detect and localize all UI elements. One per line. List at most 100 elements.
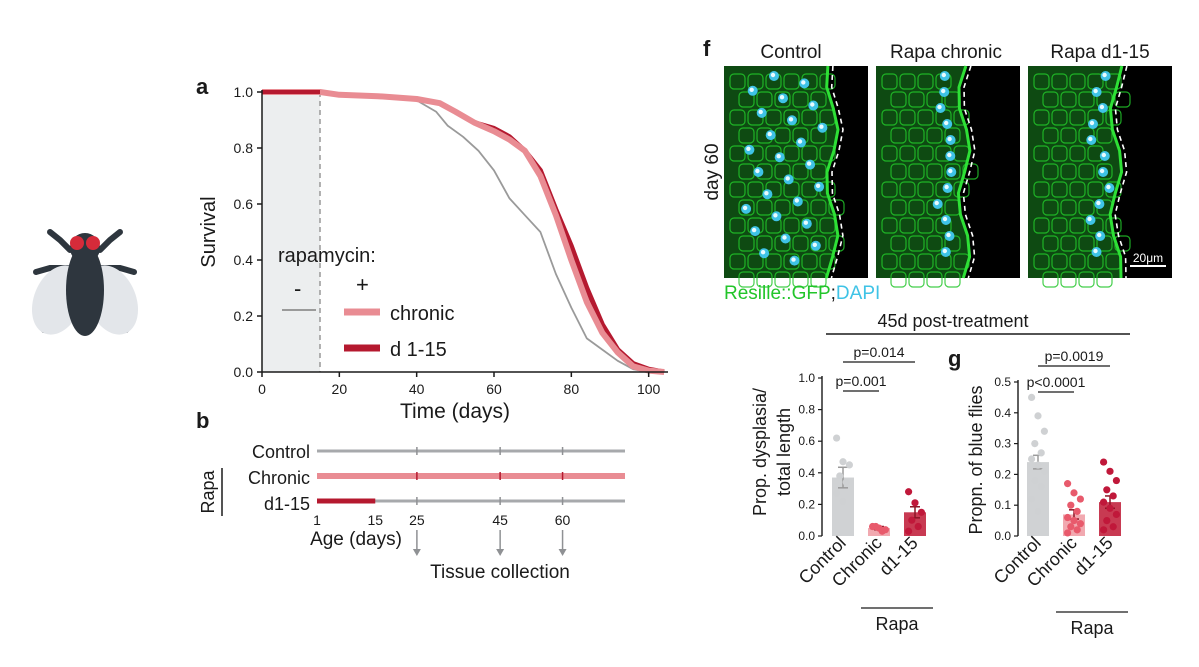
blue-flies-y-label: Propn. of blue flies — [966, 385, 986, 534]
cell-membrane — [926, 235, 943, 252]
cell-membrane — [774, 199, 791, 216]
cell-membrane — [801, 253, 818, 270]
cell-membrane — [738, 235, 755, 252]
age-tick-label: 25 — [409, 512, 425, 528]
nucleus-highlight — [773, 213, 778, 218]
data-point — [833, 489, 841, 497]
data-point — [1070, 489, 1078, 497]
cell-membrane — [1033, 181, 1050, 198]
cell-membrane — [1105, 73, 1122, 90]
cell-membrane — [1069, 109, 1086, 126]
nucleus-highlight — [1089, 120, 1095, 126]
nucleus-highlight — [764, 191, 769, 196]
cell-membrane — [1069, 145, 1086, 162]
cell-membrane — [1042, 199, 1059, 216]
cell-membrane — [1042, 127, 1059, 144]
micrograph-image-1 — [724, 65, 868, 288]
cell-membrane — [1051, 181, 1068, 198]
survival-series — [262, 89, 665, 375]
nucleus-highlight — [788, 117, 794, 122]
tissue-boundary-dashed — [1114, 65, 1128, 279]
cell-membrane — [756, 271, 773, 288]
rapa-group-label: Rapa — [1070, 618, 1114, 638]
data-point — [1064, 529, 1072, 537]
treatment-timeline: Control Chronic d1-15 Rapa 1 15 25 45 60 Age… — [198, 442, 625, 583]
data-point — [842, 478, 850, 486]
data-point — [1109, 492, 1117, 500]
dysplasia-bar-chart: 0.00.20.40.60.81.0ControlChronicd1-15p=0… — [795, 344, 933, 634]
nucleus-highlight — [812, 242, 817, 247]
cell-membrane — [899, 181, 916, 198]
cell-membrane — [890, 163, 907, 180]
cell-membrane — [1078, 91, 1095, 108]
cell-membrane — [1096, 127, 1113, 144]
post-treatment-header: 45d post-treatment — [877, 311, 1028, 331]
nucleus-highlight — [1099, 168, 1105, 174]
data-point — [1100, 498, 1108, 506]
nucleus-highlight — [794, 198, 799, 203]
data-point — [1109, 523, 1117, 531]
y-tick-label: 0.2 — [994, 467, 1011, 481]
category-label-d1-15: d1-15 — [875, 533, 922, 580]
data-point — [1112, 510, 1120, 519]
legend-label-chronic: chronic — [390, 303, 454, 325]
cell-membrane — [1042, 271, 1059, 288]
cell-membrane — [1060, 235, 1077, 252]
cell-membrane — [908, 235, 925, 252]
cell-membrane — [1078, 163, 1095, 180]
nucleus-highlight — [770, 72, 776, 78]
nucleus-highlight — [767, 131, 772, 137]
nucleus-highlight — [742, 205, 748, 211]
cell-membrane — [899, 109, 916, 126]
y-tick-label: 0.6 — [798, 434, 815, 448]
cell-membrane — [729, 181, 746, 198]
nucleus-highlight — [942, 216, 948, 222]
cell-membrane — [1060, 127, 1077, 144]
timeline-rows — [317, 447, 625, 505]
cell-membrane — [1033, 145, 1050, 162]
cell-membrane — [792, 163, 809, 180]
scale-bar-label: 20μm — [1133, 251, 1163, 265]
data-point — [836, 472, 844, 480]
cell-membrane — [881, 109, 898, 126]
data-point — [911, 499, 919, 507]
cell-membrane — [1078, 271, 1095, 288]
y-tick-label: 0.4 — [234, 252, 254, 268]
data-point — [1100, 526, 1108, 534]
comparison-p-value: p=0.0019 — [1045, 348, 1104, 364]
stain-separator: ; — [831, 283, 836, 304]
cell-membrane — [890, 271, 907, 288]
x-tick-label: 20 — [332, 381, 348, 397]
nucleus-highlight — [755, 168, 760, 174]
cell-membrane — [917, 181, 934, 198]
survival-chart: 0.0 0.2 0.4 0.6 0.8 1.0 0 20 40 60 80 100 Survival… — [198, 84, 668, 423]
cell-membrane — [881, 145, 898, 162]
y-tick-label: 0.0 — [994, 529, 1011, 543]
cell-membrane — [1114, 91, 1131, 108]
cell-membrane — [944, 271, 961, 288]
nucleus-highlight — [815, 183, 821, 188]
cell-membrane — [738, 199, 755, 216]
data-point — [1064, 513, 1072, 522]
cell-membrane — [801, 217, 818, 234]
cell-membrane — [783, 217, 800, 234]
cell-membrane — [1042, 163, 1059, 180]
cell-membrane — [810, 271, 827, 288]
data-point — [1106, 467, 1114, 475]
data-point — [1103, 517, 1111, 525]
cell-membrane — [783, 145, 800, 162]
stain-dapi: DAPI — [836, 283, 880, 304]
stain-legend: Resille::GFP;DAPI — [724, 283, 880, 304]
nucleus-highlight — [1093, 248, 1098, 254]
cell-membrane — [729, 73, 746, 90]
cell-membrane — [1042, 91, 1059, 108]
cell-membrane — [917, 217, 934, 234]
cell-membrane — [819, 145, 836, 162]
nucleus-highlight — [797, 139, 803, 144]
cell-membrane — [917, 109, 934, 126]
nucleus-highlight — [751, 227, 757, 233]
timeline-row-label-d1-15: d1-15 — [264, 494, 310, 514]
data-point — [1034, 507, 1042, 515]
cell-membrane — [1087, 181, 1104, 198]
